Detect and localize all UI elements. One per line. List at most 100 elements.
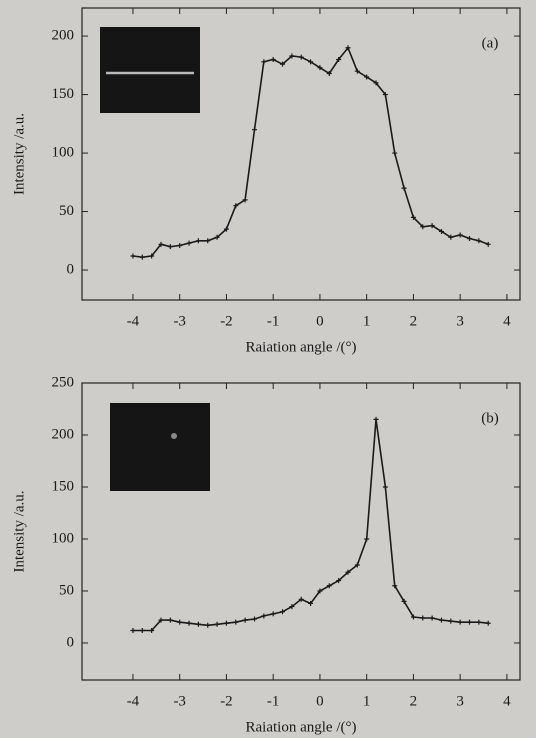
x-tick-label: 2 [410,693,418,709]
data-point [373,416,379,422]
data-point [382,484,388,490]
data-point [223,226,229,232]
data-point [308,600,314,606]
data-point [280,61,286,67]
x-tick-label: 4 [503,693,511,709]
data-point [392,583,398,589]
x-tick-label: 0 [316,693,324,709]
data-point [467,235,473,241]
data-point [401,598,407,604]
data-point [214,234,220,240]
x-tick-label: 3 [456,693,464,709]
x-tick-label: -4 [127,313,140,329]
y-tick-label: 200 [52,426,75,442]
data-point [261,613,267,619]
data-point [448,618,454,624]
data-point [298,54,304,60]
y-axis-label: Intensity /a.u. [11,490,27,572]
data-point [139,628,145,633]
data-point [345,569,351,575]
data-point [149,628,155,633]
x-axis-label: Raiation angle /(°) [246,719,357,735]
data-point [401,185,407,191]
data-point [420,224,426,230]
y-tick-label: 150 [52,478,75,494]
data-point [317,65,323,71]
data-point [485,241,491,247]
data-point [261,59,267,65]
y-tick-label: 0 [67,261,75,277]
data-point [457,232,463,238]
data-point [242,617,248,623]
x-tick-label: -1 [267,313,280,329]
y-axis-label: Intensity /a.u. [11,113,27,195]
x-tick-label: -2 [220,693,233,709]
data-point [289,604,295,610]
data-point [158,617,164,623]
data-point [429,615,435,621]
x-tick-label: 2 [410,313,418,329]
data-point [130,253,136,259]
data-point [177,619,183,625]
data-point [233,203,239,209]
data-point [476,238,482,244]
data-point [438,617,444,623]
data-point [326,583,332,589]
y-tick-label: 150 [52,86,75,102]
data-point [420,615,426,621]
data-point [195,621,201,627]
x-tick-label: 0 [316,313,324,329]
data-point [270,611,276,617]
data-point [410,214,416,220]
data-point [326,71,332,77]
y-tick-label: 50 [59,203,74,219]
data-point [392,150,398,156]
y-tick-label: 0 [67,634,75,650]
data-point [336,56,342,62]
data-point [429,223,435,229]
x-tick-label: -4 [127,693,140,709]
data-point [298,596,304,602]
data-point [251,127,257,133]
data-point [149,253,155,259]
panel-annotation: (a) [482,35,499,51]
data-point [336,578,342,584]
x-tick-label: -1 [267,693,280,709]
data-point [410,614,416,620]
data-point [186,240,192,246]
x-axis-label: Raiation angle /(°) [246,339,357,355]
data-point [354,562,360,568]
data-point [364,536,370,542]
plot-frame [81,7,521,301]
data-point [186,620,192,626]
data-point [485,620,491,626]
y-tick-label: 50 [59,582,74,598]
data-point [139,254,145,260]
y-tick-label: 200 [52,28,75,44]
data-point [373,80,379,86]
data-point [457,619,463,625]
x-tick-label: 1 [363,313,371,329]
data-point [289,53,295,59]
data-point [280,609,286,615]
data-point [345,45,351,51]
data-point [467,619,473,625]
data-point [270,56,276,62]
x-tick-label: -3 [173,313,186,329]
data-point [438,228,444,234]
data-point [317,588,323,594]
x-tick-label: 4 [503,313,511,329]
data-point [195,238,201,244]
data-point [448,234,454,240]
data-point [167,244,173,250]
y-tick-label: 100 [52,530,75,546]
data-point [382,92,388,98]
plot-frame [81,382,521,681]
panel-annotation: (b) [481,410,499,426]
data-point [242,197,248,203]
data-point [205,238,211,244]
data-point [214,621,220,627]
data-point [130,628,136,633]
